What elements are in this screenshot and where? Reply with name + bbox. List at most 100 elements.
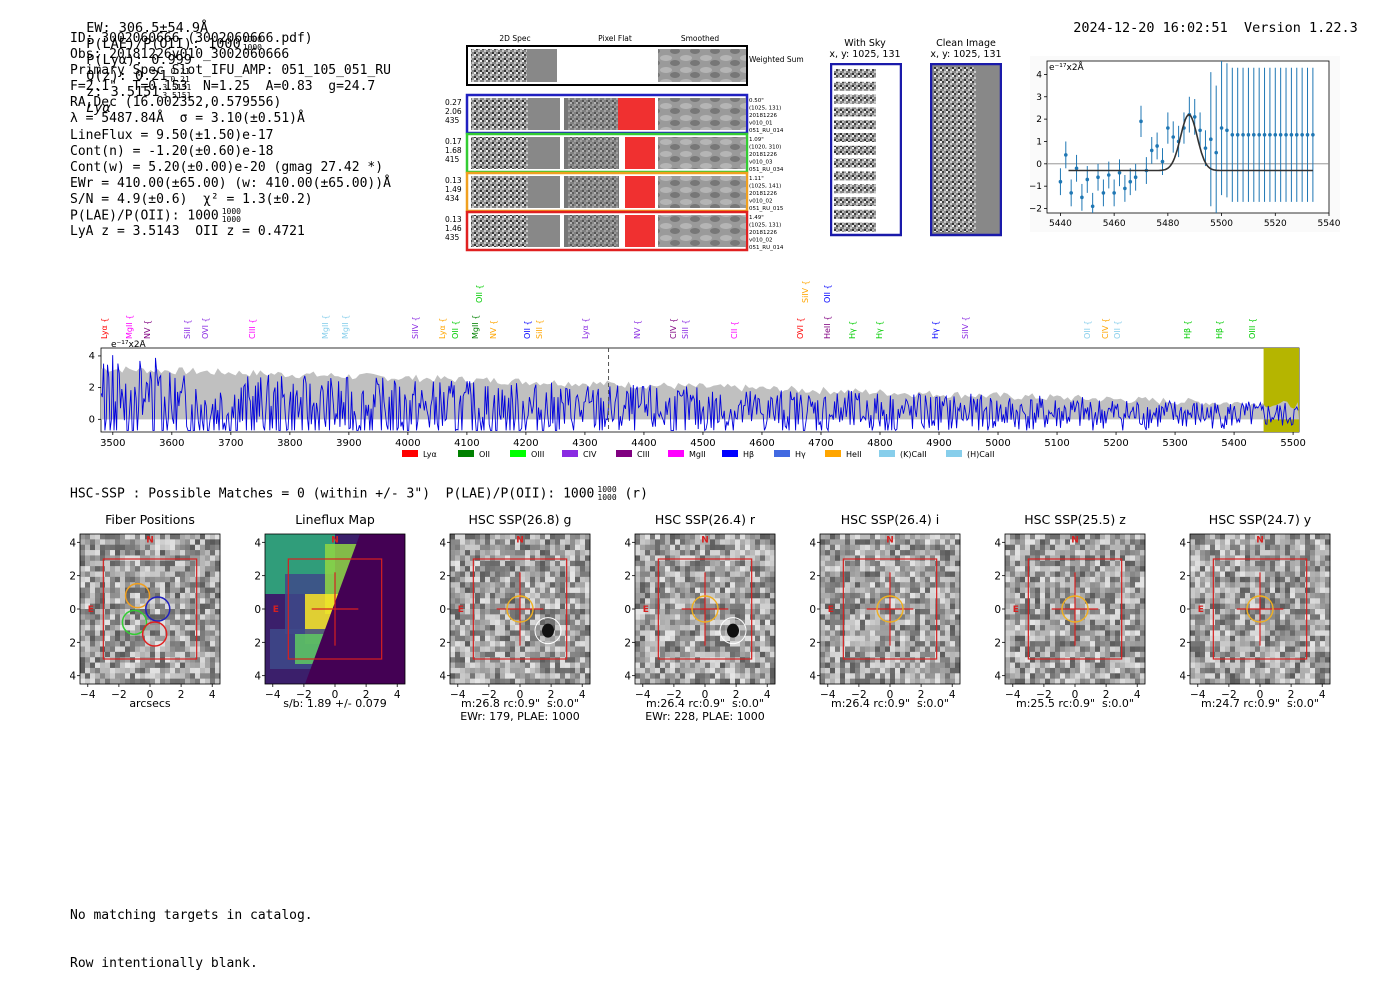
east-marker: E — [1013, 605, 1019, 615]
zoom-data-point — [1231, 133, 1235, 137]
zoom-data-point — [1214, 151, 1218, 155]
zoom-data-point — [1257, 133, 1261, 137]
line-label: Lyα { — [581, 318, 590, 339]
cutout-y-tick-label: 0 — [1180, 604, 1186, 616]
cutout-title: HSC SSP(26.4) i — [810, 512, 970, 527]
zoom-data-point — [1171, 135, 1175, 139]
line-label: CIII { — [248, 319, 257, 339]
legend-label: Hγ — [795, 450, 806, 459]
zoom-data-point — [1220, 126, 1224, 130]
spec2d-row-left-text: 2.06 — [445, 107, 462, 116]
line-label: SiII { — [183, 319, 192, 339]
zoom-data-point — [1118, 171, 1122, 175]
line-label: Lyα { — [438, 318, 447, 339]
cutout-title: Lineflux Map — [255, 512, 415, 527]
cutout-subtitle: m:26.4 rc:0.9" s:0.0" — [625, 697, 785, 710]
spectrum-unit-label: e⁻¹⁷x2Å — [111, 340, 147, 350]
cutout-title: HSC SSP(24.7) y — [1180, 512, 1340, 527]
spectrum-x-tick-label: 3600 — [159, 438, 184, 449]
cutout-y-tick-label: 2 — [440, 571, 446, 583]
zoom-data-point — [1059, 180, 1063, 184]
zoom-data-point — [1198, 128, 1202, 132]
cutout-y-tick-label: 0 — [995, 604, 1001, 616]
legend-label: OII — [479, 450, 490, 459]
north-marker: N — [516, 535, 524, 545]
with-sky-header: With Sky x, y: 1025, 131 — [822, 38, 908, 60]
line-label: Lyα { — [100, 318, 109, 339]
line-label: NV { — [633, 320, 642, 339]
spec2d-row-right-text: 20181226 — [749, 113, 777, 119]
line-label: SiII { — [681, 319, 690, 339]
info-line: RA,Dec (16.002352,0.579556) — [70, 95, 391, 111]
cutout-y-tick-label: −4 — [995, 671, 1001, 683]
cutout-y-tick-label: −4 — [255, 671, 261, 683]
zoom-data-point — [1064, 153, 1068, 157]
cutout-subtitle: m:26.8 rc:0.9" s:0.0" — [440, 697, 600, 710]
cutout-y-tick-label: −4 — [70, 671, 76, 683]
spec2d-row-right-text: (1020, 310) — [749, 145, 781, 151]
north-marker: N — [331, 535, 339, 545]
sky-fiber-stripe — [834, 69, 876, 78]
zoom-data-point — [1123, 187, 1127, 191]
zoom-y-tick-label: 1 — [1036, 137, 1042, 147]
line-label: NV { — [143, 320, 152, 339]
zoom-data-point — [1236, 133, 1240, 137]
line-label: SiII { — [535, 319, 544, 339]
spectrum-x-tick-label: 4900 — [926, 438, 951, 449]
zoom-data-point — [1107, 173, 1111, 177]
legend-swatch — [510, 450, 526, 457]
cutout-subtitle-2: EWr: 228, PLAE: 1000 — [625, 710, 785, 723]
weighted-sum-row: Weighted Sum — [467, 46, 804, 85]
spectrum-x-tick-label: 3500 — [100, 438, 125, 449]
spectrum-x-tick-label: 5200 — [1103, 438, 1128, 449]
sky-fiber-stripe — [834, 107, 876, 116]
cutout-y-tick-label: 0 — [810, 604, 816, 616]
info-line: LyA z = 3.5143 OII z = 0.4721 — [70, 224, 391, 240]
with-sky-coords: x, y: 1025, 131 — [822, 49, 908, 60]
version: Version 1.22.3 — [1244, 20, 1358, 36]
legend-label: (H)CaII — [967, 450, 994, 459]
spec2d-row-right-text: v010_01 — [749, 121, 773, 127]
detection-info: ID: 3002060666 (3002060666.pdf) Obs: 201… — [70, 31, 391, 240]
spec2d-row-left-text: 1.68 — [445, 146, 462, 155]
line-label: MgII { — [321, 315, 330, 339]
spec2d-row-right-text: 1.49" — [749, 215, 764, 221]
info-line: Cont(w) = 5.20(±0.00)e-20 (gmag 27.42 *) — [70, 160, 391, 176]
footer-line-2: Row intentionally blank. — [70, 956, 313, 972]
zoom-y-tick-label: 0 — [1036, 160, 1042, 170]
spectrum-x-tick-label: 3800 — [277, 438, 302, 449]
info-plae: P(LAE)/P(OII): 1000 — [70, 209, 219, 224]
cutout-y-tick-label: 4 — [440, 537, 446, 549]
spectrum-x-tick-label: 4300 — [572, 438, 597, 449]
line-label: OII { — [1113, 320, 1122, 339]
cutout-y-tick-label: −4 — [440, 671, 446, 683]
zoom-data-point — [1128, 180, 1132, 184]
legend-label: CIV — [583, 450, 597, 459]
cutout-y-tick-label: 4 — [1180, 537, 1186, 549]
zoom-data-point — [1300, 133, 1304, 137]
zoom-data-point — [1096, 175, 1100, 179]
zoom-data-point — [1279, 133, 1283, 137]
catalog-footer: No matching targets in catalog. Row inte… — [70, 876, 313, 988]
cutout-y-tick-label: −4 — [625, 671, 631, 683]
cutout-y-tick-label: 0 — [255, 604, 261, 616]
spec2d-row-right-text: 051_RU_015 — [749, 206, 784, 212]
spec2d-row-left-text: 415 — [445, 155, 460, 164]
north-marker: N — [146, 535, 154, 545]
north-marker: N — [1256, 535, 1264, 545]
line-label: NV { — [489, 320, 498, 339]
cutout-y-tick-label: 0 — [70, 604, 76, 616]
cutout-subtitle: s/b: 1.89 +/- 0.079 — [255, 697, 415, 710]
spectrum-y-tick-label: 0 — [89, 414, 95, 425]
spec2d-row-right-text: 051_RU_014 — [749, 128, 784, 134]
zoom-y-tick-label: 2 — [1036, 115, 1042, 125]
legend-label: Lyα — [423, 450, 437, 459]
